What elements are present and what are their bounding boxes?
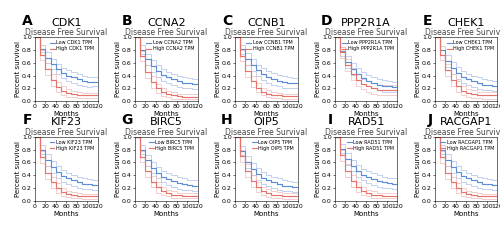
- Legend: Low RAD51 TPM, High RAD51 TPM: Low RAD51 TPM, High RAD51 TPM: [346, 139, 395, 152]
- X-axis label: Months: Months: [154, 210, 179, 216]
- Text: D: D: [321, 14, 332, 28]
- Title: Disease Free Survival: Disease Free Survival: [225, 128, 308, 137]
- Title: Disease Free Survival: Disease Free Survival: [25, 128, 107, 137]
- Y-axis label: Percent survival: Percent survival: [214, 41, 220, 97]
- Title: Disease Free Survival: Disease Free Survival: [425, 128, 500, 137]
- X-axis label: Months: Months: [454, 111, 479, 117]
- Y-axis label: Percent survival: Percent survival: [414, 41, 420, 97]
- X-axis label: Months: Months: [254, 210, 279, 216]
- X-axis label: Months: Months: [154, 111, 179, 117]
- Legend: Low CHEK1 TPM, High CHEK1 TPM: Low CHEK1 TPM, High CHEK1 TPM: [446, 40, 495, 52]
- Text: PPP2R1A: PPP2R1A: [342, 18, 391, 28]
- Y-axis label: Percent survival: Percent survival: [14, 141, 20, 197]
- Text: G: G: [121, 113, 132, 128]
- Text: F: F: [23, 113, 32, 128]
- Title: Disease Free Survival: Disease Free Survival: [25, 28, 107, 37]
- Y-axis label: Percent survival: Percent survival: [14, 41, 20, 97]
- Title: Disease Free Survival: Disease Free Survival: [225, 28, 308, 37]
- Y-axis label: Percent survival: Percent survival: [314, 41, 320, 97]
- Legend: Low CCNA2 TPM, High CCNA2 TPM: Low CCNA2 TPM, High CCNA2 TPM: [146, 40, 195, 52]
- Legend: Low PPP2R1A TPM, High PPP2R1A TPM: Low PPP2R1A TPM, High PPP2R1A TPM: [340, 40, 395, 52]
- Legend: Low KIF23 TPM, High KIF23 TPM: Low KIF23 TPM, High KIF23 TPM: [48, 139, 95, 152]
- Text: H: H: [221, 113, 232, 128]
- X-axis label: Months: Months: [54, 111, 79, 117]
- Title: Disease Free Survival: Disease Free Survival: [425, 28, 500, 37]
- Legend: Low RACGAP1 TPM, High RACGAP1 TPM: Low RACGAP1 TPM, High RACGAP1 TPM: [440, 139, 495, 152]
- Text: J: J: [428, 113, 432, 128]
- Text: KIF23: KIF23: [51, 117, 82, 128]
- Legend: Low BIRC5 TPM, High BIRC5 TPM: Low BIRC5 TPM, High BIRC5 TPM: [148, 139, 195, 152]
- Text: CHEK1: CHEK1: [448, 18, 485, 28]
- Text: RACGAP1: RACGAP1: [440, 117, 492, 128]
- Text: C: C: [222, 14, 232, 28]
- Text: I: I: [328, 113, 332, 128]
- Legend: Low CCNB1 TPM, High CCNB1 TPM: Low CCNB1 TPM, High CCNB1 TPM: [246, 40, 295, 52]
- Title: Disease Free Survival: Disease Free Survival: [325, 28, 407, 37]
- X-axis label: Months: Months: [354, 210, 379, 216]
- X-axis label: Months: Months: [454, 210, 479, 216]
- Y-axis label: Percent survival: Percent survival: [114, 41, 120, 97]
- Text: CDK1: CDK1: [51, 18, 82, 28]
- Text: B: B: [122, 14, 132, 28]
- X-axis label: Months: Months: [354, 111, 379, 117]
- Text: OIP5: OIP5: [254, 117, 279, 128]
- X-axis label: Months: Months: [254, 111, 279, 117]
- X-axis label: Months: Months: [54, 210, 79, 216]
- Title: Disease Free Survival: Disease Free Survival: [125, 28, 208, 37]
- Text: BIRC5: BIRC5: [150, 117, 182, 128]
- Title: Disease Free Survival: Disease Free Survival: [125, 128, 208, 137]
- Text: A: A: [22, 14, 32, 28]
- Y-axis label: Percent survival: Percent survival: [314, 141, 320, 197]
- Legend: Low CDK1 TPM, High CDK1 TPM: Low CDK1 TPM, High CDK1 TPM: [49, 40, 95, 52]
- Y-axis label: Percent survival: Percent survival: [214, 141, 220, 197]
- Title: Disease Free Survival: Disease Free Survival: [325, 128, 407, 137]
- Text: CCNB1: CCNB1: [247, 18, 286, 28]
- Y-axis label: Percent survival: Percent survival: [114, 141, 120, 197]
- Text: RAD51: RAD51: [348, 117, 385, 128]
- Text: E: E: [423, 14, 432, 28]
- Y-axis label: Percent survival: Percent survival: [414, 141, 420, 197]
- Legend: Low OIP5 TPM, High OIP5 TPM: Low OIP5 TPM, High OIP5 TPM: [251, 139, 295, 152]
- Text: CCNA2: CCNA2: [147, 18, 186, 28]
